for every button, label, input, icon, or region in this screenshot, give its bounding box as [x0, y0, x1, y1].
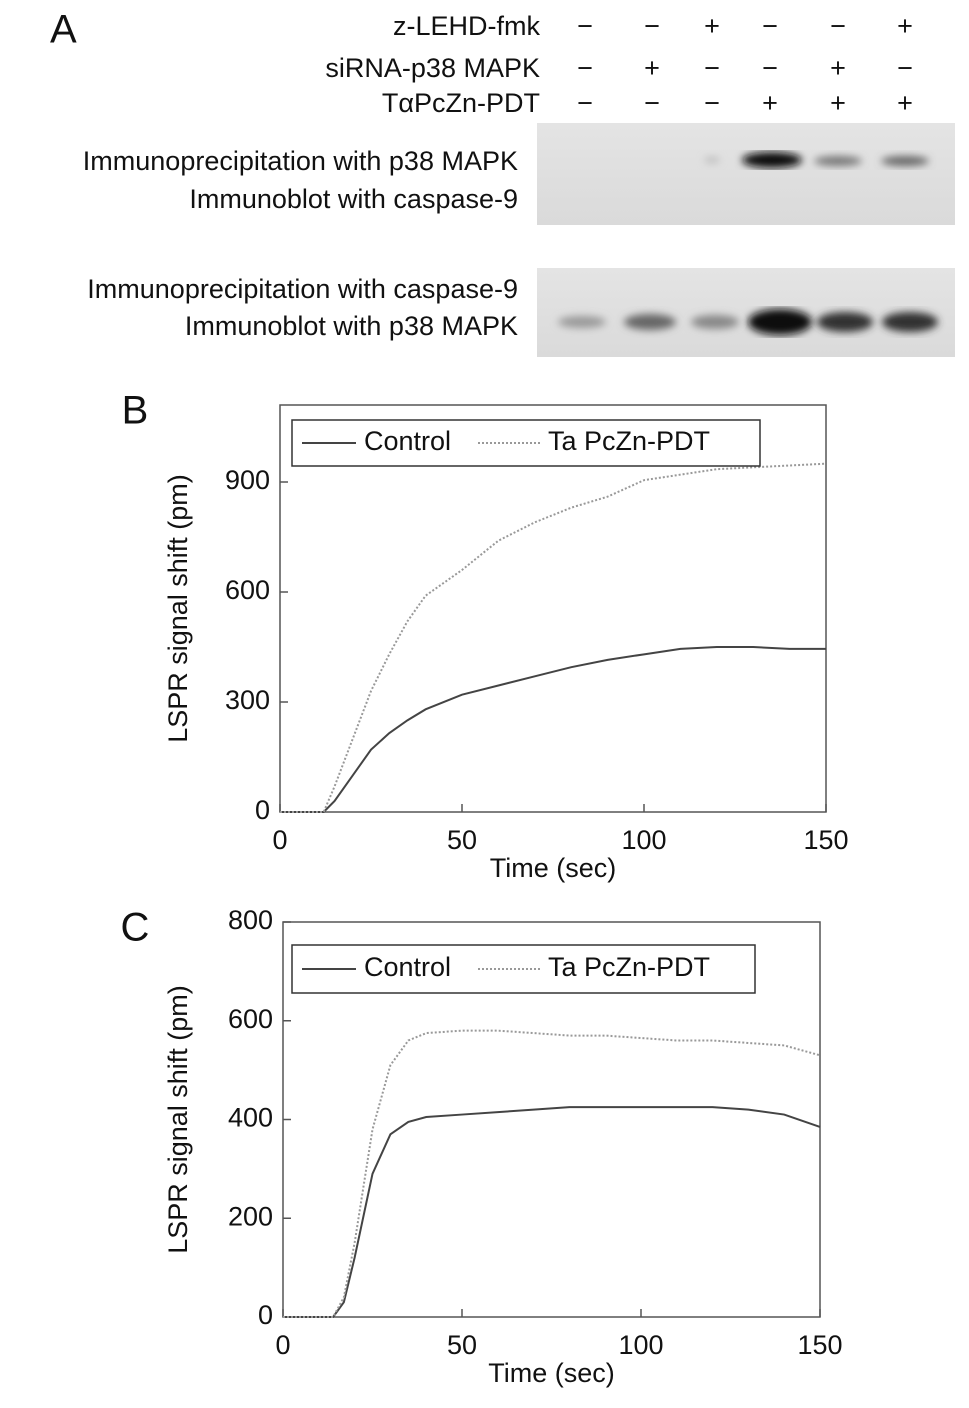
y-axis-label: LSPR signal shift (pm) — [163, 985, 193, 1254]
y-tick-label: 600 — [225, 575, 270, 605]
blot-label: Immunoprecipitation with caspase-9 — [87, 274, 518, 304]
treatment-sign: − — [644, 88, 660, 118]
blot-label: Immunoblot with p38 MAPK — [185, 311, 518, 341]
legend-label: Ta PcZn-PDT — [548, 426, 710, 456]
legend-label: Control — [364, 426, 451, 456]
data-line — [283, 1106, 821, 1318]
panel-label: C — [121, 906, 150, 950]
y-tick-label: 600 — [228, 1004, 273, 1034]
data-line — [283, 1029, 821, 1318]
treatment-sign: − — [897, 53, 913, 83]
y-tick-label: 400 — [228, 1103, 273, 1133]
x-tick-label: 100 — [618, 1330, 663, 1360]
panel-label: B — [122, 389, 149, 433]
treatment-sign: − — [577, 53, 593, 83]
treatment-sign: + — [762, 88, 778, 118]
y-tick-label: 0 — [255, 795, 270, 825]
data-line — [280, 462, 827, 813]
blot-label: Immunoprecipitation with p38 MAPK — [83, 146, 518, 176]
blot-image — [537, 268, 955, 357]
treatment-label: TαPcZn-PDT — [382, 88, 540, 118]
x-tick-label: 0 — [272, 825, 287, 855]
y-tick-label: 0 — [258, 1300, 273, 1330]
legend-label: Control — [364, 952, 451, 982]
treatment-sign: + — [704, 11, 720, 41]
blot-bands — [704, 152, 929, 168]
y-tick-label: 300 — [225, 685, 270, 715]
blot-image — [537, 123, 955, 225]
y-tick-label: 900 — [225, 465, 270, 495]
plot-frame — [279, 404, 827, 813]
treatment-sign: + — [830, 88, 846, 118]
blot-label: Immunoblot with caspase-9 — [189, 184, 518, 214]
panel-label: A — [50, 8, 77, 52]
treatment-sign: − — [704, 53, 720, 83]
legend-label: Ta PcZn-PDT — [548, 952, 710, 982]
x-tick-label: 0 — [275, 1330, 290, 1360]
x-tick-label: 100 — [621, 825, 666, 855]
x-tick-label: 50 — [447, 825, 477, 855]
treatment-sign: − — [704, 88, 720, 118]
treatment-label: z-LEHD-fmk — [393, 11, 540, 41]
x-axis-label: Time (sec) — [488, 1358, 615, 1388]
treatment-sign: + — [830, 53, 846, 83]
treatment-sign: − — [762, 53, 778, 83]
x-tick-label: 50 — [447, 1330, 477, 1360]
treatment-label: siRNA-p38 MAPK — [325, 53, 540, 83]
treatment-sign: + — [897, 88, 913, 118]
y-axis-label: LSPR signal shift (pm) — [163, 474, 193, 743]
treatment-sign: − — [577, 88, 593, 118]
y-tick-label: 200 — [228, 1201, 273, 1231]
x-tick-label: 150 — [797, 1330, 842, 1360]
treatment-sign: + — [644, 53, 660, 83]
x-axis-label: Time (sec) — [490, 853, 617, 883]
y-tick-label: 800 — [228, 905, 273, 935]
treatment-sign: − — [644, 11, 660, 41]
x-tick-label: 150 — [803, 825, 848, 855]
treatment-sign: − — [762, 11, 778, 41]
data-line — [280, 646, 826, 813]
treatment-sign: − — [830, 11, 846, 41]
treatment-sign: − — [577, 11, 593, 41]
treatment-sign: + — [897, 11, 913, 41]
blot-bands — [558, 309, 938, 335]
